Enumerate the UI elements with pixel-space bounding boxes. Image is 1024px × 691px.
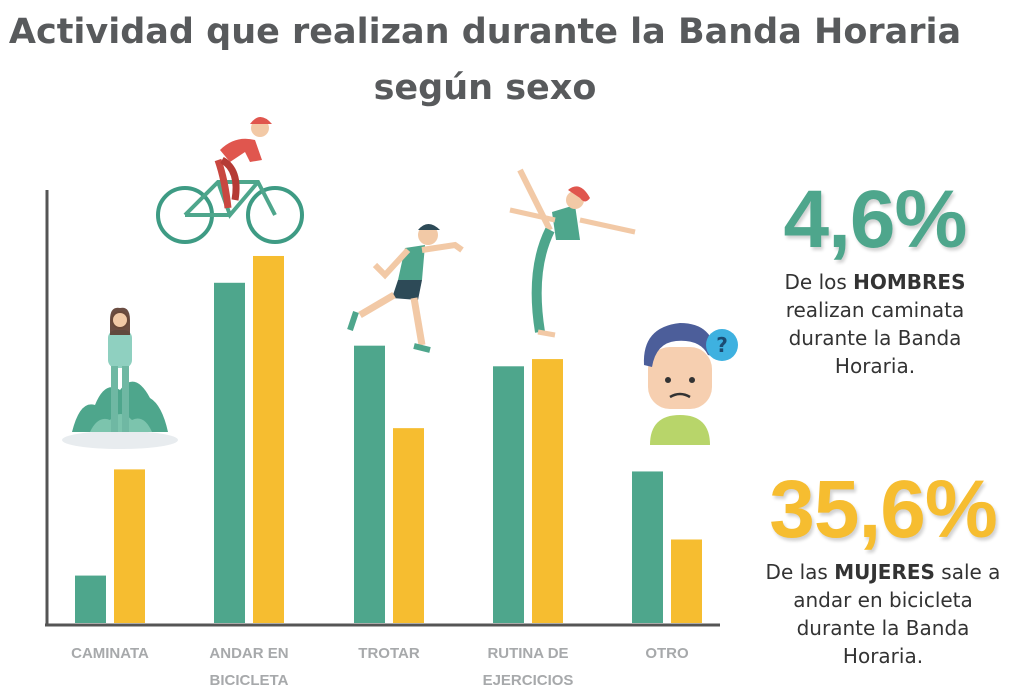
x-tick-labels: CAMINATA ANDAR EN BICICLETA TROTAR RUTINA DE… [71, 645, 689, 689]
woman-hiking-icon [62, 307, 178, 449]
women-stat-text: De las MUJERES sale a andar en bicicleta… [758, 558, 1008, 670]
women-stat-bold: MUJERES [834, 560, 935, 584]
men-stat-value: 4,6% [783, 174, 968, 265]
cyclist-icon [156, 117, 304, 244]
runner-icon [347, 224, 464, 353]
women-stat: 35,6% De las MUJERES sale a andar en bic… [758, 462, 1008, 670]
men-stat-text: De los HOMBRES realizan caminata durante… [760, 268, 990, 380]
bar-men-4 [632, 471, 663, 623]
bar-women-1 [253, 255, 284, 623]
women-stat-post: sale a andar en bicicleta durante la Ban… [793, 560, 1001, 668]
bar-women-0 [114, 469, 145, 623]
bar-women-2 [393, 428, 424, 623]
bar-men-1 [214, 282, 245, 623]
bar-women-4 [671, 539, 702, 623]
yoga-woman-icon [509, 168, 636, 338]
bar-men-3 [493, 366, 524, 623]
bars-group [75, 255, 702, 623]
men-stat-pre: De los [784, 270, 854, 294]
x-tick-label-0: CAMINATA [71, 645, 149, 662]
bar-women-3 [532, 359, 563, 623]
x-tick-label-1: ANDAR EN BICICLETA [209, 645, 288, 689]
x-tick-label-4: OTRO [645, 645, 689, 662]
bar-men-0 [75, 575, 106, 623]
bar-men-2 [354, 345, 385, 623]
men-stat: 4,6% De los HOMBRES realizan caminata du… [760, 172, 990, 380]
x-tick-label-3: RUTINA DE EJERCICIOS [483, 645, 574, 689]
women-stat-value: 35,6% [769, 464, 998, 555]
x-tick-label-2: TROTAR [358, 645, 420, 662]
confused-man-icon: ? [643, 323, 738, 445]
women-stat-pre: De las [765, 560, 835, 584]
chart-title: Actividad que realizan durante la Banda … [8, 12, 962, 108]
men-stat-bold: HOMBRES [853, 270, 966, 294]
men-stat-post: realizan caminata durante la Banda Horar… [785, 298, 965, 378]
svg-text:?: ? [716, 333, 728, 357]
